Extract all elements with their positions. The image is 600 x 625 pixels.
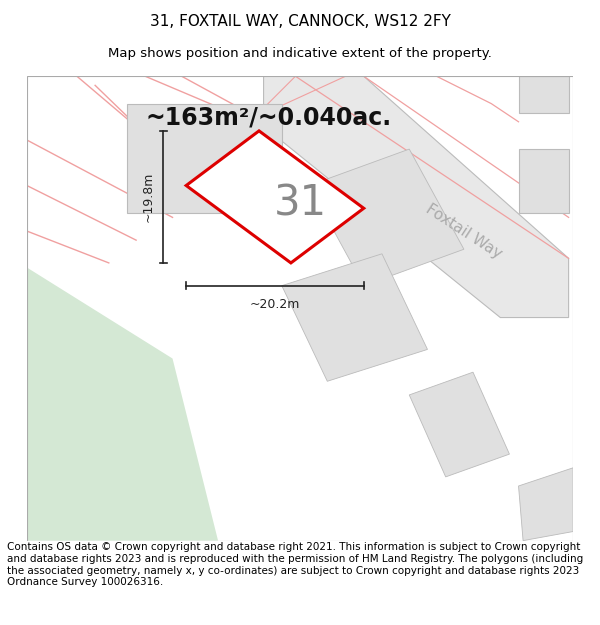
Polygon shape	[282, 254, 427, 381]
Polygon shape	[186, 131, 364, 263]
Text: ~19.8m: ~19.8m	[142, 172, 154, 222]
Polygon shape	[127, 104, 282, 213]
Polygon shape	[27, 268, 218, 541]
Polygon shape	[409, 372, 509, 477]
Polygon shape	[518, 76, 569, 112]
Text: 31, FOXTAIL WAY, CANNOCK, WS12 2FY: 31, FOXTAIL WAY, CANNOCK, WS12 2FY	[149, 14, 451, 29]
Polygon shape	[518, 468, 573, 541]
Text: ~163m²/~0.040ac.: ~163m²/~0.040ac.	[145, 105, 391, 129]
Polygon shape	[263, 76, 569, 318]
Text: Foxtail Way: Foxtail Way	[423, 201, 505, 261]
Text: 31: 31	[274, 182, 326, 225]
Text: Contains OS data © Crown copyright and database right 2021. This information is : Contains OS data © Crown copyright and d…	[7, 542, 583, 587]
Polygon shape	[518, 149, 569, 213]
Text: ~20.2m: ~20.2m	[250, 298, 300, 311]
Text: Map shows position and indicative extent of the property.: Map shows position and indicative extent…	[108, 48, 492, 60]
Polygon shape	[309, 149, 464, 286]
